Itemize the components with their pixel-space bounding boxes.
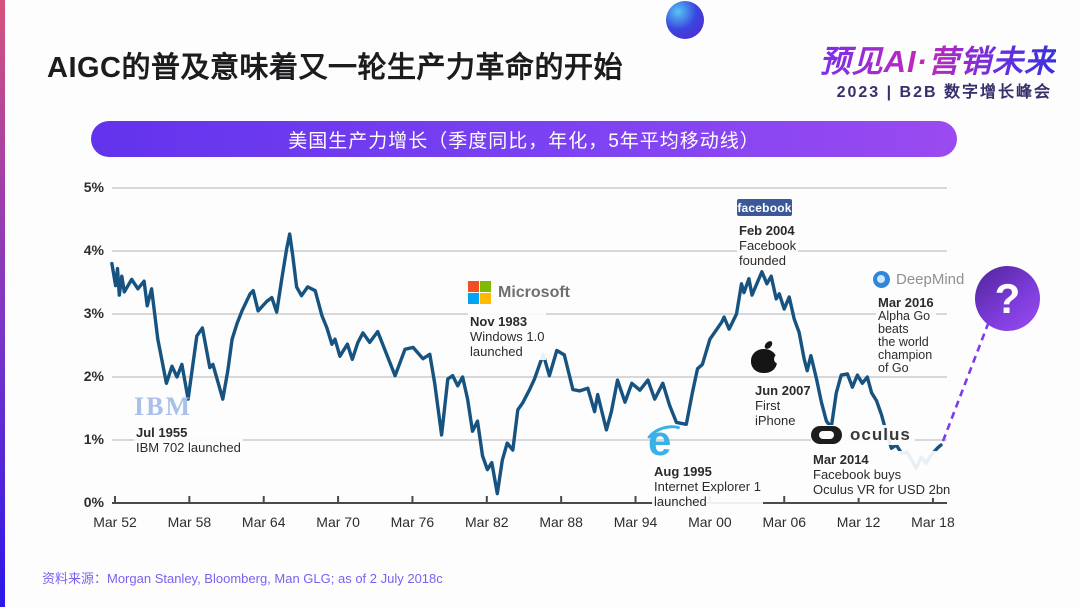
annotation-line: IBM 702 launched	[136, 440, 241, 455]
annotation-microsoft: Microsoft Nov 1983 Windows 1.0 launched	[468, 281, 570, 360]
x-axis-tick-label: Mar 76	[390, 514, 435, 530]
x-axis-tick-label: Mar 06	[762, 514, 807, 530]
left-gradient-bar	[0, 0, 5, 607]
annotation-line: Internet Explorer 1	[654, 479, 761, 494]
y-axis-tick-label: 4%	[83, 242, 104, 258]
annotation-line: Oculus VR for USD 2bn	[813, 482, 951, 497]
y-axis-tick-label: 5%	[83, 179, 104, 195]
annotation-date: Jul 1955	[136, 425, 188, 440]
future-question-bubble: ?	[975, 266, 1040, 331]
apple-logo-icon	[750, 339, 784, 374]
annotation-oculus: oculus Mar 2014 Facebook buys Oculus VR …	[811, 425, 953, 498]
annotation-facebook: facebook Feb 2004 Facebook founded	[737, 199, 799, 269]
annotation-line: First	[755, 398, 781, 413]
x-axis-tick-label: Mar 88	[539, 514, 583, 530]
x-axis-tick-label: Mar 94	[613, 514, 658, 530]
annotation-ibm: IBM Jul 1955 IBM 702 launched	[134, 392, 243, 456]
annotation-date: Aug 1995	[654, 464, 712, 479]
y-axis-tick-label: 3%	[83, 305, 104, 321]
annotation-date: Nov 1983	[470, 314, 528, 329]
slide-title: AIGC的普及意味着又一轮生产力革命的开始	[47, 52, 624, 84]
oculus-logo-text: oculus	[850, 425, 911, 444]
gradient-sphere-icon	[666, 1, 704, 39]
deepmind-logo-text: DeepMind	[896, 271, 965, 288]
facebook-logo-badge: facebook	[737, 199, 792, 216]
annotation-line: Facebook	[739, 238, 797, 253]
question-mark: ?	[994, 274, 1021, 322]
annotation-line: founded	[739, 253, 786, 268]
x-axis-tick-label: Mar 64	[241, 514, 286, 530]
y-axis-tick-label: 1%	[83, 431, 104, 447]
ibm-logo: IBM	[134, 392, 192, 421]
oculus-logo-icon	[811, 426, 842, 444]
x-axis-tick-label: Mar 58	[167, 514, 212, 530]
deepmind-logo-icon	[873, 271, 890, 288]
y-axis-tick-label: 2%	[83, 368, 104, 384]
source-note: 资料来源：Morgan Stanley, Bloomberg, Man GLG;…	[42, 571, 443, 586]
annotation-line: of Go	[878, 361, 909, 375]
annotation-line: launched	[654, 494, 707, 509]
annotation-line: Facebook buys	[813, 467, 902, 482]
microsoft-logo-text: Microsoft	[498, 283, 570, 301]
chart-title-banner: 美国生产力增长（季度同比，年化，5年平均移动线）	[91, 121, 957, 157]
brand-tagline: 预见AI·营销未来	[820, 36, 1056, 81]
annotation-line: Windows 1.0	[470, 329, 545, 344]
internet-explorer-icon: e	[640, 420, 694, 465]
x-axis-tick-label: Mar 12	[836, 514, 881, 530]
x-axis-tick-label: Mar 82	[465, 514, 509, 530]
annotation-line: iPhone	[755, 413, 796, 428]
annotation-internet-explorer: e Aug 1995 Internet Explorer 1 launched	[640, 420, 763, 510]
annotation-date: Feb 2004	[739, 223, 795, 238]
annotation-line: launched	[470, 344, 523, 359]
microsoft-logo-icon	[468, 281, 491, 304]
brand-subtitle: 2023 | B2B 数字增长峰会	[836, 84, 1052, 101]
event-brand-logo: 预见AI·营销未来 2023 | B2B 数字增长峰会	[666, 0, 1062, 110]
annotation-deepmind: DeepMind Mar 2016 Alpha Go beats the wor…	[873, 271, 964, 376]
y-axis-tick-label: 0%	[83, 494, 104, 510]
x-axis-tick-label: Mar 52	[93, 514, 137, 530]
x-axis-tick-label: Mar 18	[911, 514, 955, 530]
annotation-apple: Jun 2007 First iPhone	[750, 339, 813, 429]
annotation-date: Mar 2016	[878, 295, 934, 310]
x-axis-tick-label: Mar 00	[688, 514, 732, 530]
annotation-date: Jun 2007	[755, 383, 811, 398]
annotation-date: Mar 2014	[813, 452, 869, 467]
chart-title: 美国生产力增长（季度同比，年化，5年平均移动线）	[288, 130, 760, 152]
x-axis-tick-label: Mar 70	[316, 514, 360, 530]
